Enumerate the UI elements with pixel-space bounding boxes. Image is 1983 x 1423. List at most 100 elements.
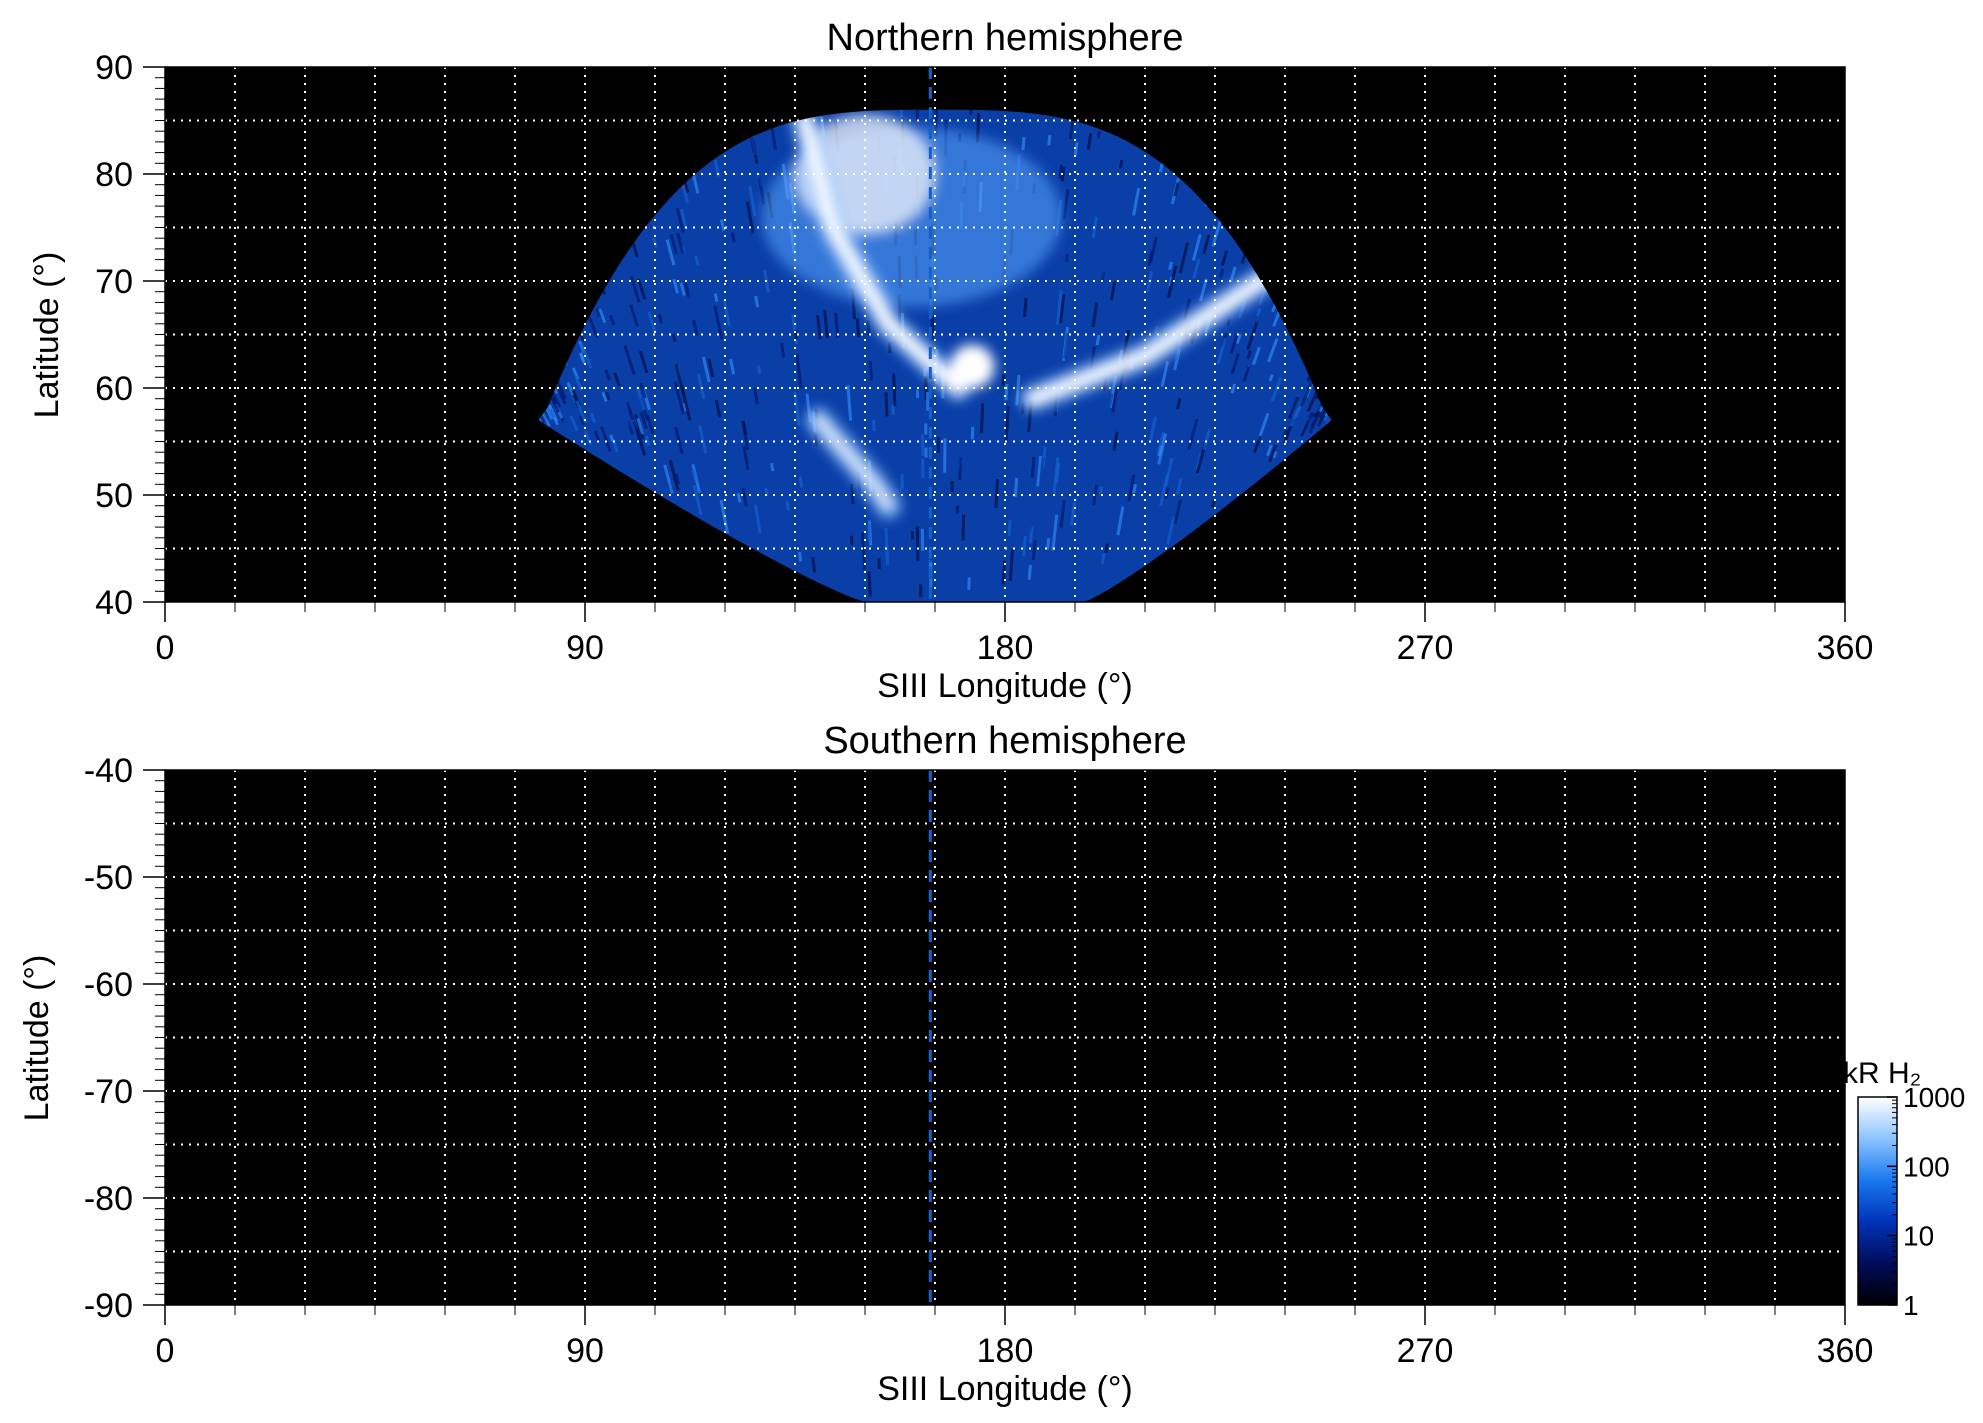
emission-streak <box>719 219 726 232</box>
emission-streak <box>1301 416 1315 442</box>
emission-streak <box>1255 308 1262 317</box>
emission-streak <box>747 147 752 156</box>
colorbar-title: kR H₂ <box>1843 1057 1921 1090</box>
emission-streak <box>707 358 715 378</box>
emission-streak <box>867 525 872 542</box>
emission-streak <box>647 311 657 332</box>
x-tick-label: 0 <box>156 629 175 667</box>
emission-streak <box>1256 313 1268 338</box>
y-tick-label: -90 <box>84 1287 133 1325</box>
emission-streak <box>698 425 708 454</box>
y-tick-label: -80 <box>84 1180 133 1218</box>
emission-streak <box>1200 483 1210 511</box>
emission-streak <box>971 530 976 559</box>
emission-streak <box>629 275 641 303</box>
emission-streak <box>1296 379 1309 403</box>
emission-streak <box>672 278 679 294</box>
emission-streak <box>736 493 742 503</box>
emission-streak <box>1266 444 1273 457</box>
emission-streak <box>770 463 775 472</box>
emission-streak <box>1277 447 1287 464</box>
emission-streak <box>1015 374 1021 406</box>
x-tick-label: 90 <box>566 629 604 667</box>
emission-streak <box>691 469 697 480</box>
emission-streak <box>1055 289 1063 325</box>
emission-streak <box>1028 526 1034 544</box>
y-tick-label: -40 <box>84 752 133 790</box>
auroral-arc <box>798 114 965 394</box>
emission-streak <box>627 260 640 289</box>
emission-streak <box>849 535 854 545</box>
emission-streak <box>892 373 897 407</box>
x-tick-label: 360 <box>1817 1332 1874 1370</box>
emission-streak <box>753 387 759 405</box>
emission-streak <box>1220 250 1229 266</box>
emission-streak <box>884 392 889 417</box>
emission-streak <box>1105 282 1112 298</box>
emission-streak <box>1007 520 1012 536</box>
emission-streak <box>1051 514 1059 551</box>
emission-streak <box>636 278 647 300</box>
emission-streak <box>1062 333 1069 360</box>
emission-streak <box>1076 221 1084 256</box>
emission-streak <box>1138 153 1146 173</box>
emission-streak <box>1004 417 1009 442</box>
emission-streak <box>631 394 637 403</box>
emission-streak <box>646 414 655 435</box>
emission-streak <box>1191 234 1202 261</box>
emission-streak <box>548 397 560 417</box>
emission-streak <box>741 420 748 436</box>
y-tick-label: 80 <box>95 156 133 194</box>
emission-streak <box>1268 299 1274 307</box>
emission-streak <box>997 518 1002 538</box>
emission-streak <box>605 391 611 401</box>
emission-streak <box>692 319 699 336</box>
x-tick-label: 180 <box>977 1332 1034 1370</box>
emission-streak <box>785 501 790 511</box>
north-y-axis-label: Latitude (°) <box>28 252 66 419</box>
emission-streak <box>1229 266 1237 283</box>
x-tick-label: 180 <box>977 629 1034 667</box>
emission-streak <box>741 487 748 507</box>
emission-streak <box>1082 410 1089 434</box>
emission-streak <box>1046 538 1051 550</box>
emission-streak <box>872 419 876 432</box>
emission-streak <box>1069 502 1076 527</box>
emission-streak <box>1268 374 1274 382</box>
emission-streak <box>729 358 736 375</box>
north-x-axis-label: SIII Longitude (°) <box>877 667 1133 705</box>
emission-streak <box>1162 246 1173 277</box>
emission-streak <box>569 415 579 432</box>
auroral-spot <box>950 344 995 389</box>
emission-streak <box>976 572 981 591</box>
emission-streak <box>609 434 615 442</box>
emission-streak <box>635 386 646 411</box>
emission-streak <box>1216 337 1227 365</box>
emission-streak <box>583 430 593 446</box>
emission-streak <box>1287 395 1300 419</box>
emission-streak <box>692 484 703 516</box>
emission-streak <box>622 357 632 378</box>
y-tick-label: 60 <box>95 370 133 408</box>
emission-streak <box>604 369 611 381</box>
emission-streak <box>1272 450 1278 459</box>
north-grid <box>165 67 1845 602</box>
emission-streak <box>653 230 662 249</box>
emission-streak <box>1290 358 1297 368</box>
emission-streak <box>650 391 657 402</box>
north-title: Northern hemisphere <box>827 17 1184 59</box>
emission-streak <box>1118 159 1124 169</box>
y-tick-label: -60 <box>84 966 133 1004</box>
emission-streak <box>1267 338 1279 363</box>
emission-streak <box>1242 366 1251 382</box>
emission-streak <box>702 356 711 383</box>
emission-streak <box>795 353 803 388</box>
emission-streak <box>1173 499 1183 525</box>
emission-streak <box>1055 462 1061 483</box>
emission-streak <box>1187 418 1199 451</box>
emission-streak <box>1109 281 1117 301</box>
emission-streak <box>775 141 783 167</box>
emission-streak <box>626 251 634 267</box>
emission-streak <box>1164 487 1170 500</box>
